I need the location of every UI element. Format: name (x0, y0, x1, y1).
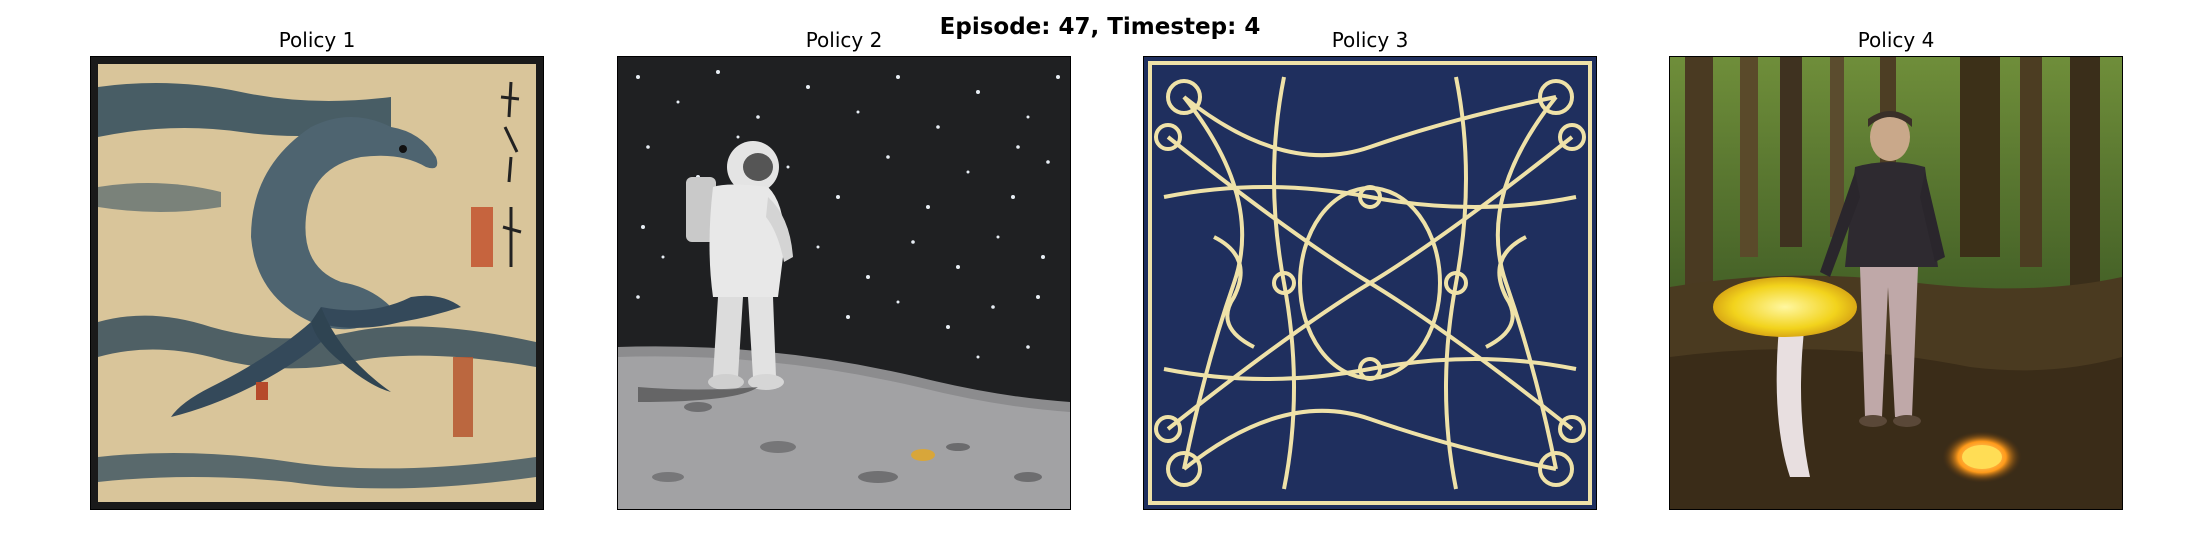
policy-1-title: Policy 1 (278, 28, 356, 52)
policy-4-title: Policy 4 (1857, 28, 1935, 52)
policy-2-panel: Policy 2 (617, 26, 1071, 510)
policy-2-title: Policy 2 (805, 28, 883, 52)
policy-1-panel: Policy 1 (90, 26, 544, 510)
policy-3-image (1143, 56, 1597, 510)
policy-3-title: Policy 3 (1331, 28, 1409, 52)
policy-2-image (617, 56, 1071, 510)
glowing-mushroom-image (1670, 57, 2122, 509)
dolphin-painting-image (91, 57, 543, 509)
figure-suptitle: Episode: 47, Timestep: 4 (939, 14, 1261, 40)
astronaut-image (618, 57, 1070, 509)
policy-4-panel: Policy 4 (1669, 26, 2123, 510)
policy-4-image (1669, 56, 2123, 510)
knot-pattern-image (1144, 57, 1596, 509)
policy-3-panel: Policy 3 (1143, 26, 1597, 510)
policy-1-image (90, 56, 544, 510)
